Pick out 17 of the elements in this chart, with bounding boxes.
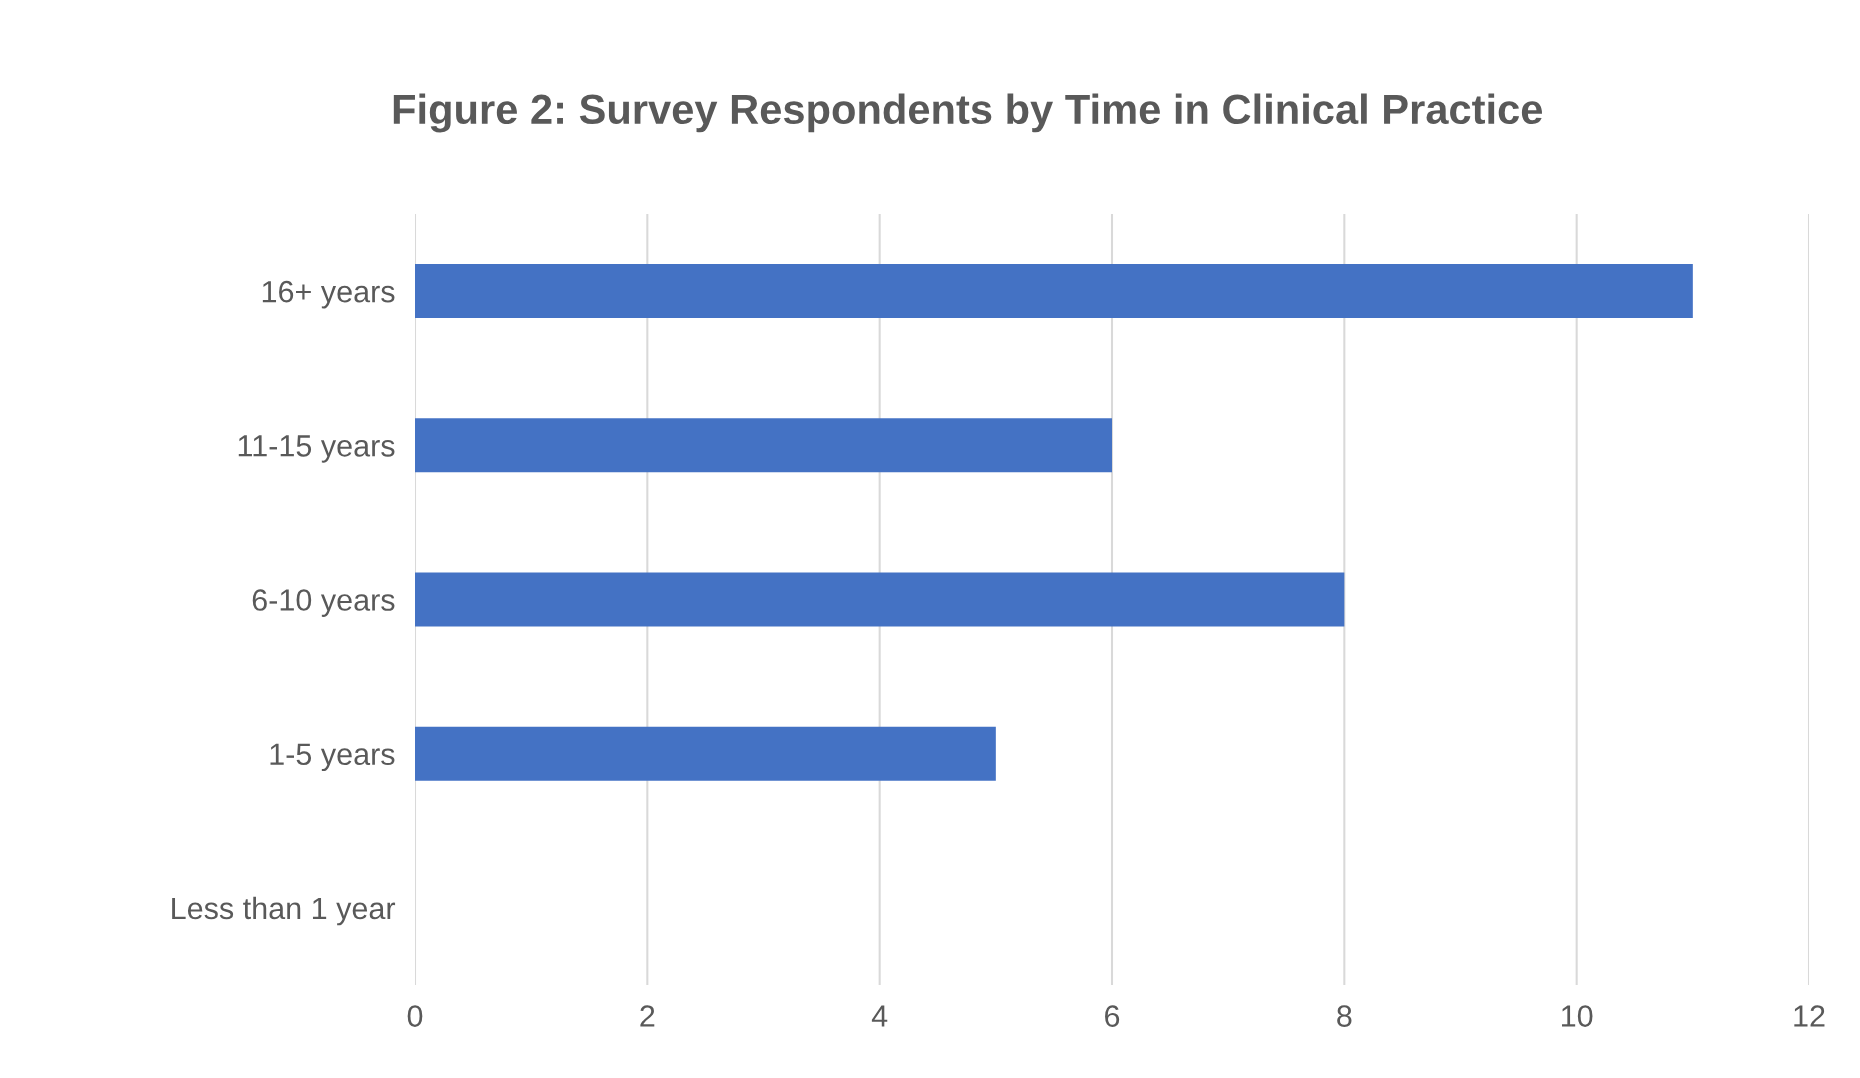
x-tick-label: 8	[1337, 1005, 1352, 1027]
x-tick-label: 6	[1105, 1005, 1120, 1027]
y-tick-label: 1-5 years	[270, 743, 395, 772]
x-tick-label: 2	[640, 1005, 655, 1027]
y-tick-label: 16+ years	[262, 280, 395, 309]
bar	[415, 418, 1112, 473]
x-tick-label: 12	[1794, 1005, 1825, 1027]
y-tick-label: 6-10 years	[252, 589, 395, 617]
x-tick-label: 0	[407, 1005, 423, 1027]
bar	[415, 572, 1345, 627]
y-tick-label: 11-15 years	[238, 435, 395, 463]
x-tick-label: 10	[1562, 1005, 1593, 1027]
bar	[415, 264, 1693, 319]
y-tick-label: Less than 1 year	[172, 896, 396, 926]
bar	[415, 726, 996, 781]
chart-title: Figure 2: Survey Respondents by Time in Clinical Practice	[393, 93, 1543, 133]
x-tick-label: 4	[871, 1005, 888, 1027]
